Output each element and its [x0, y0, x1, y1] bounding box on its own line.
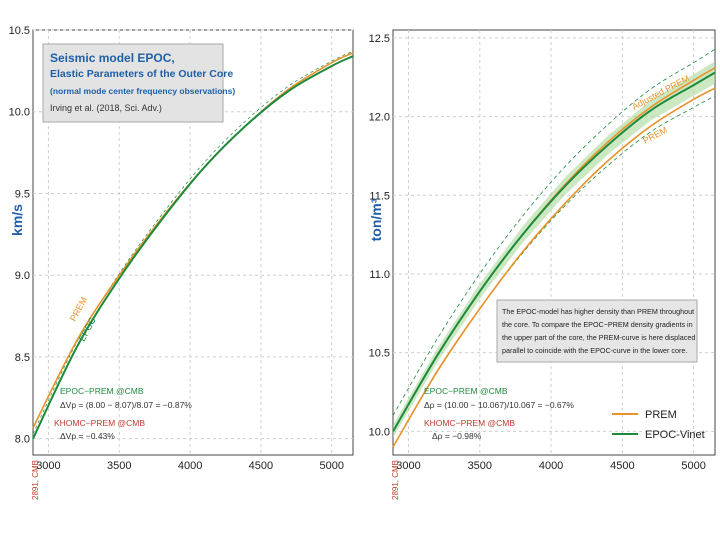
right-annotation-line4: Δρ = −0.98%: [432, 431, 482, 441]
left-annotation-line4: ΔVp = −0.43%: [60, 431, 115, 441]
left-title-box: [42, 43, 224, 123]
right-info-line1: The EPOC-model has higher density than P…: [502, 307, 694, 316]
left-title-line2: Elastic Parameters of the Outer Core: [50, 68, 233, 80]
right-x-tick-label: 4000: [539, 460, 563, 472]
left-annotation-line1: EPOC−PREM @CMB: [60, 386, 144, 396]
legend-epoc-label: EPOC-Vinet: [645, 429, 705, 441]
right-y-tick-label: 10.5: [369, 348, 390, 360]
right-annotation-line2: Δρ = (10.00 − 10.067)/10.067 = −0.67%: [424, 400, 574, 410]
right-series-prem: [392, 87, 716, 448]
left-annotation-line2: ΔVp = (8.00 − 8.07)/8.07 = −0.87%: [60, 400, 192, 410]
left-title-line1: Seismic model EPOC,: [50, 51, 175, 65]
right-y-axis-label: ton/m³: [368, 198, 384, 241]
left-annotation-line3: KHOMC−PREM @CMB: [54, 418, 145, 428]
right-y-tick-label: 12.0: [369, 112, 390, 124]
epoc-uncertainty-band: [393, 61, 715, 438]
left-y-tick-label: 9.5: [15, 188, 30, 200]
left-x-tick-label: 3500: [107, 460, 131, 472]
left-x-tick-label: 4000: [178, 460, 202, 472]
epoc-lower-bound: [392, 95, 716, 448]
right-info-line2: the core. To compare the EPOC−PREM densi…: [502, 320, 693, 329]
right-info-line3: the upper part of the core, the PREM-cur…: [502, 333, 695, 342]
right-cmb-marker: 2891, CMB: [391, 460, 400, 500]
right-x-tick-label: 5000: [681, 460, 705, 472]
right-info-box: [496, 299, 698, 363]
left-x-tick-label: 5000: [320, 460, 344, 472]
left-y-tick-label: 8.0: [15, 434, 30, 446]
left-cmb-marker: 2891, CMB: [31, 460, 40, 500]
left-y-tick-label: 9.0: [15, 270, 30, 282]
left-y-tick-label: 10.0: [9, 107, 30, 119]
legend-prem-label: PREM: [645, 409, 677, 421]
right-annotation-line1: EPOC−PREM @CMB: [424, 386, 508, 396]
left-x-tick-label: 4500: [249, 460, 273, 472]
right-y-tick-label: 11.5: [369, 190, 390, 202]
right-annotation-line3: KHOMC−PREM @CMB: [424, 418, 515, 428]
left-x-tick-label: 3000: [36, 460, 60, 472]
right-info-line4: parallel to coincide with the EPOC-curve…: [502, 346, 687, 355]
right-x-tick-label: 4500: [610, 460, 634, 472]
left-y-axis-label: km/s: [9, 204, 25, 236]
left-y-tick-label: 8.5: [15, 352, 30, 364]
right-y-tick-label: 11.0: [369, 269, 390, 281]
left-series-epoc: [32, 55, 354, 440]
right-x-tick-label: 3000: [396, 460, 420, 472]
epoc-upper-bound: [392, 48, 716, 416]
left-title-line4: Irving et al. (2018, Sci. Adv.): [50, 103, 162, 113]
left-title-line3: (normal mode center frequency observatio…: [50, 86, 235, 96]
right-series-epoc-vinet: [392, 71, 716, 432]
right-y-tick-label: 12.5: [369, 33, 390, 45]
right-x-tick-label: 3500: [468, 460, 492, 472]
left-y-tick-label: 10.5: [9, 25, 30, 37]
right-y-tick-label: 10.0: [369, 426, 390, 438]
